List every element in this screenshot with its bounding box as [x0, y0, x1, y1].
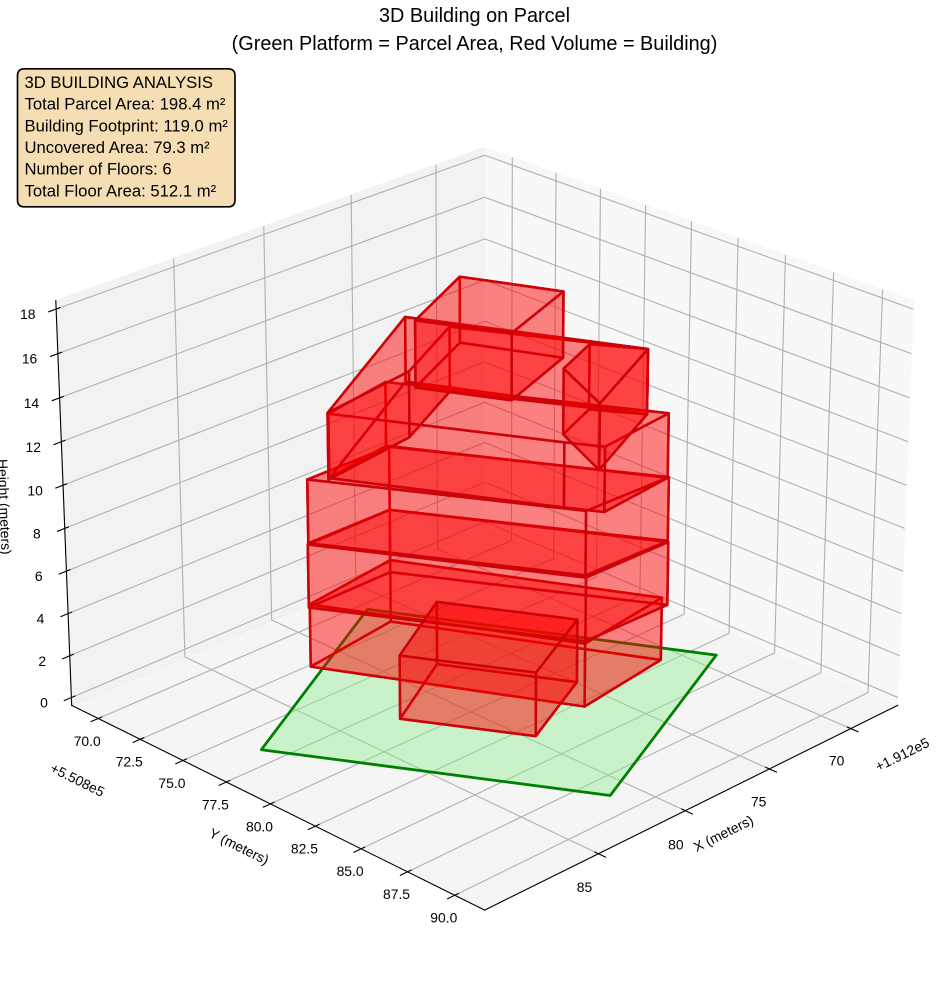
svg-text:85: 85: [577, 879, 593, 895]
svg-text:75: 75: [751, 793, 767, 809]
svg-text:10: 10: [27, 482, 43, 498]
svg-text:4: 4: [37, 611, 45, 627]
svg-text:80.0: 80.0: [246, 818, 273, 834]
svg-text:2: 2: [38, 653, 46, 669]
svg-text:18: 18: [20, 306, 36, 322]
svg-text:8: 8: [33, 525, 41, 541]
svg-text:77.5: 77.5: [202, 796, 229, 812]
svg-text:80: 80: [668, 837, 684, 853]
svg-text:12: 12: [26, 439, 42, 455]
svg-text:16: 16: [22, 351, 38, 367]
svg-text:Total Floor Area: 512.1 m²: Total Floor Area: 512.1 m²: [25, 181, 217, 200]
svg-text:87.5: 87.5: [383, 886, 410, 902]
svg-text:Number of Floors: 6: Number of Floors: 6: [25, 160, 172, 179]
svg-text:Height (meters): Height (meters): [0, 459, 14, 555]
svg-text:Building Footprint: 119.0 m²: Building Footprint: 119.0 m²: [25, 116, 229, 135]
svg-text:14: 14: [24, 395, 40, 411]
svg-text:6: 6: [35, 568, 43, 584]
svg-text:0: 0: [40, 695, 48, 711]
svg-text:3D BUILDING ANALYSIS: 3D BUILDING ANALYSIS: [25, 73, 214, 92]
svg-text:72.5: 72.5: [116, 754, 143, 770]
svg-text:70: 70: [829, 753, 845, 769]
svg-text:70.0: 70.0: [74, 733, 101, 749]
svg-text:(Green Platform = Parcel Area,: (Green Platform = Parcel Area, Red Volum…: [232, 33, 718, 55]
svg-text:Uncovered Area: 79.3 m²: Uncovered Area: 79.3 m²: [25, 138, 211, 157]
svg-text:3D Building on Parcel: 3D Building on Parcel: [379, 5, 570, 27]
svg-text:Total Parcel Area: 198.4 m²: Total Parcel Area: 198.4 m²: [25, 95, 226, 114]
svg-text:85.0: 85.0: [337, 863, 364, 879]
svg-text:90.0: 90.0: [430, 910, 457, 926]
svg-text:82.5: 82.5: [291, 841, 318, 857]
svg-text:75.0: 75.0: [158, 775, 185, 791]
